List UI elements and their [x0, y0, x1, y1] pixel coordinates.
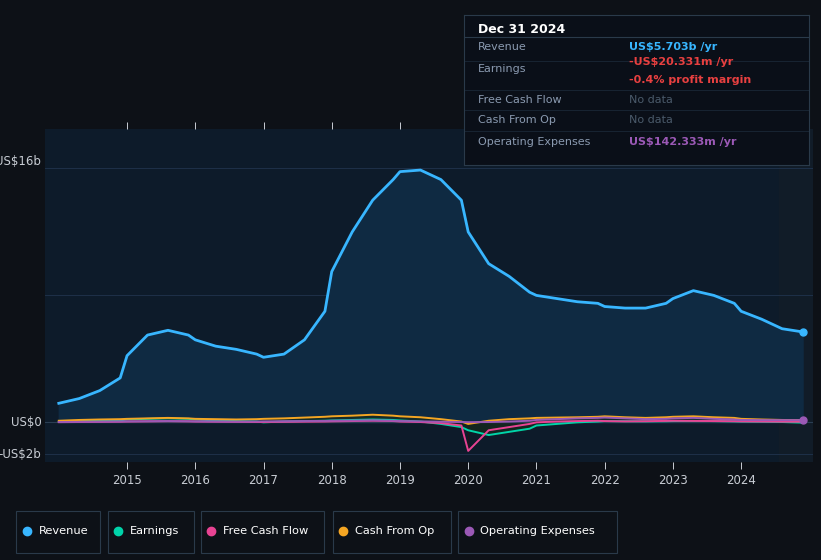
Text: Operating Expenses: Operating Expenses — [478, 137, 590, 147]
Text: Earnings: Earnings — [130, 526, 180, 535]
Text: -US$20.331m /yr: -US$20.331m /yr — [630, 57, 734, 67]
Bar — [778, 129, 813, 462]
Text: Operating Expenses: Operating Expenses — [480, 526, 595, 535]
Text: Earnings: Earnings — [478, 64, 526, 74]
Text: US$142.333m /yr: US$142.333m /yr — [630, 137, 737, 147]
Text: US$0: US$0 — [11, 416, 41, 429]
Text: Cash From Op: Cash From Op — [355, 526, 435, 535]
Text: US$5.703b /yr: US$5.703b /yr — [630, 41, 718, 52]
Text: Cash From Op: Cash From Op — [478, 115, 556, 125]
Text: No data: No data — [630, 95, 673, 105]
Text: Revenue: Revenue — [39, 526, 88, 535]
Text: Free Cash Flow: Free Cash Flow — [223, 526, 309, 535]
Text: -US$2b: -US$2b — [0, 447, 41, 460]
Text: US$16b: US$16b — [0, 156, 41, 169]
Text: No data: No data — [630, 115, 673, 125]
Text: -0.4% profit margin: -0.4% profit margin — [630, 76, 752, 86]
Text: Revenue: Revenue — [478, 41, 526, 52]
Text: Free Cash Flow: Free Cash Flow — [478, 95, 562, 105]
Text: Dec 31 2024: Dec 31 2024 — [478, 24, 565, 36]
